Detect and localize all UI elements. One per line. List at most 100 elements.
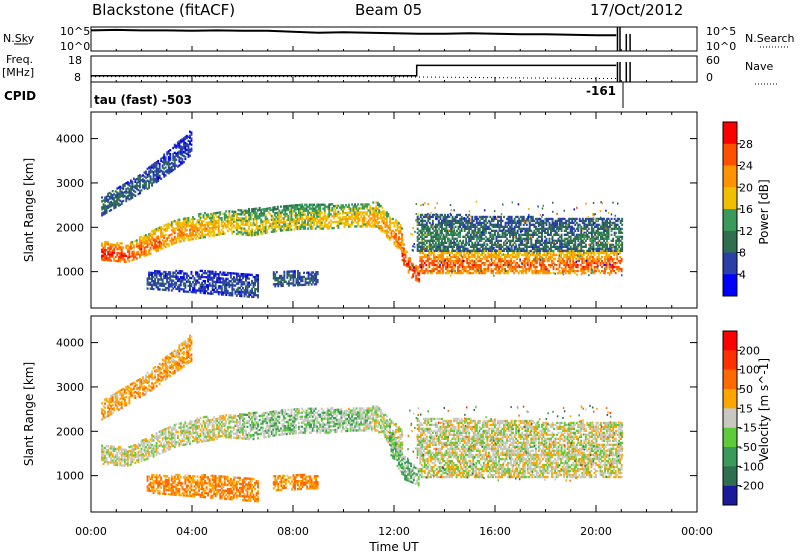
cell [516,257,519,261]
cell [305,215,308,218]
cell [493,255,496,259]
cell [425,267,428,271]
cell [470,267,473,271]
cell [307,205,310,208]
cell [176,218,179,222]
cell [346,211,349,215]
cell [293,220,296,223]
cell [360,207,363,210]
cell [484,267,487,271]
cell [363,217,366,220]
cell [487,255,490,259]
cell [496,255,499,259]
cell [257,288,260,291]
cell [304,225,307,228]
cell [385,233,388,236]
cell [549,265,552,269]
cell [219,231,222,234]
cell [448,251,450,255]
cell [316,205,319,208]
cell [442,257,444,261]
cell [149,246,152,249]
cell [505,263,508,267]
cell [528,255,531,259]
cell [454,255,457,259]
cell [517,255,520,259]
cell [255,221,258,224]
cell [445,271,447,275]
cell [135,241,138,244]
cell [169,223,172,227]
cell [273,228,276,231]
cell [295,216,297,219]
cell [454,271,457,275]
cell [569,235,572,238]
cell [369,217,372,220]
cell [483,237,486,240]
cell [208,231,211,234]
cell [429,261,432,265]
cell [289,208,291,211]
cell [412,273,415,276]
cell [296,206,299,209]
cell [389,216,391,219]
cell [193,227,196,231]
cell [158,244,161,247]
cell [361,221,364,224]
cell [237,209,240,212]
cell [442,263,444,267]
cell [378,227,381,230]
cell [166,227,169,230]
cell [566,253,569,257]
cell [343,208,346,211]
cell [269,213,272,216]
cell [243,219,246,222]
cell [384,225,387,228]
cell [107,253,110,256]
cell [443,261,446,265]
cell [261,232,264,235]
cell [403,251,406,254]
cell [142,251,144,254]
cell [517,253,520,257]
cell [155,240,158,243]
cell [396,224,399,227]
cell [311,207,314,210]
cell [201,230,204,233]
cell [170,225,173,228]
cell [376,211,379,214]
cell [451,251,454,255]
cell [469,265,472,269]
cell [258,212,261,216]
cell [167,242,170,245]
cell [231,294,234,297]
cell [373,207,376,210]
cell [190,218,193,221]
cell [179,226,182,229]
cell [146,237,149,240]
cell [282,225,285,228]
cell [475,267,478,271]
cell [519,251,522,255]
cell [269,225,272,228]
cell [507,255,510,259]
cell [538,251,541,255]
cell [446,261,449,265]
cell [437,269,440,273]
cell [210,212,213,216]
cell [432,259,435,263]
cell [373,223,376,226]
cell [416,277,419,280]
cell [446,269,449,273]
cell [267,221,270,224]
cell [496,253,499,257]
cell [456,229,459,232]
cell [199,212,202,215]
cell [192,220,194,223]
cell [213,230,216,233]
cell [601,265,603,269]
cell [299,209,302,212]
cell [484,257,487,261]
cell [442,267,444,271]
cell [151,234,154,237]
